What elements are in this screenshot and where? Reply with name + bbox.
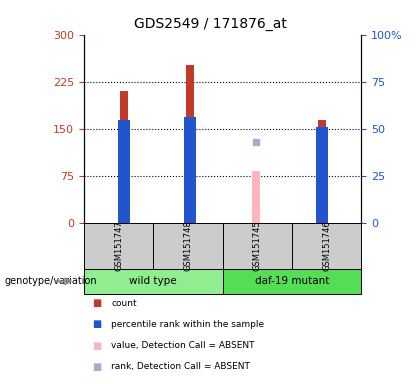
Bar [118,121,129,223]
Text: GSM151748: GSM151748 [184,220,192,271]
Text: GSM151746: GSM151746 [322,220,331,271]
Bar [316,127,328,223]
Text: ■: ■ [92,319,102,329]
Text: ■: ■ [92,362,102,372]
Text: GSM151745: GSM151745 [253,220,262,271]
Text: wild type: wild type [129,276,177,286]
Bar [120,91,128,223]
Text: value, Detection Call = ABSENT: value, Detection Call = ABSENT [111,341,255,350]
Text: rank, Detection Call = ABSENT: rank, Detection Call = ABSENT [111,362,250,371]
Text: daf-19 mutant: daf-19 mutant [255,276,329,286]
Text: GSM151747: GSM151747 [114,220,123,271]
Bar [318,121,326,223]
Text: count: count [111,299,137,308]
Text: genotype/variation: genotype/variation [4,276,97,286]
Bar [252,170,260,223]
Text: GDS2549 / 171876_at: GDS2549 / 171876_at [134,17,286,31]
Bar [184,118,196,223]
Text: ■: ■ [92,298,102,308]
Text: percentile rank within the sample: percentile rank within the sample [111,320,265,329]
Text: ■: ■ [92,341,102,351]
Bar [186,65,194,223]
